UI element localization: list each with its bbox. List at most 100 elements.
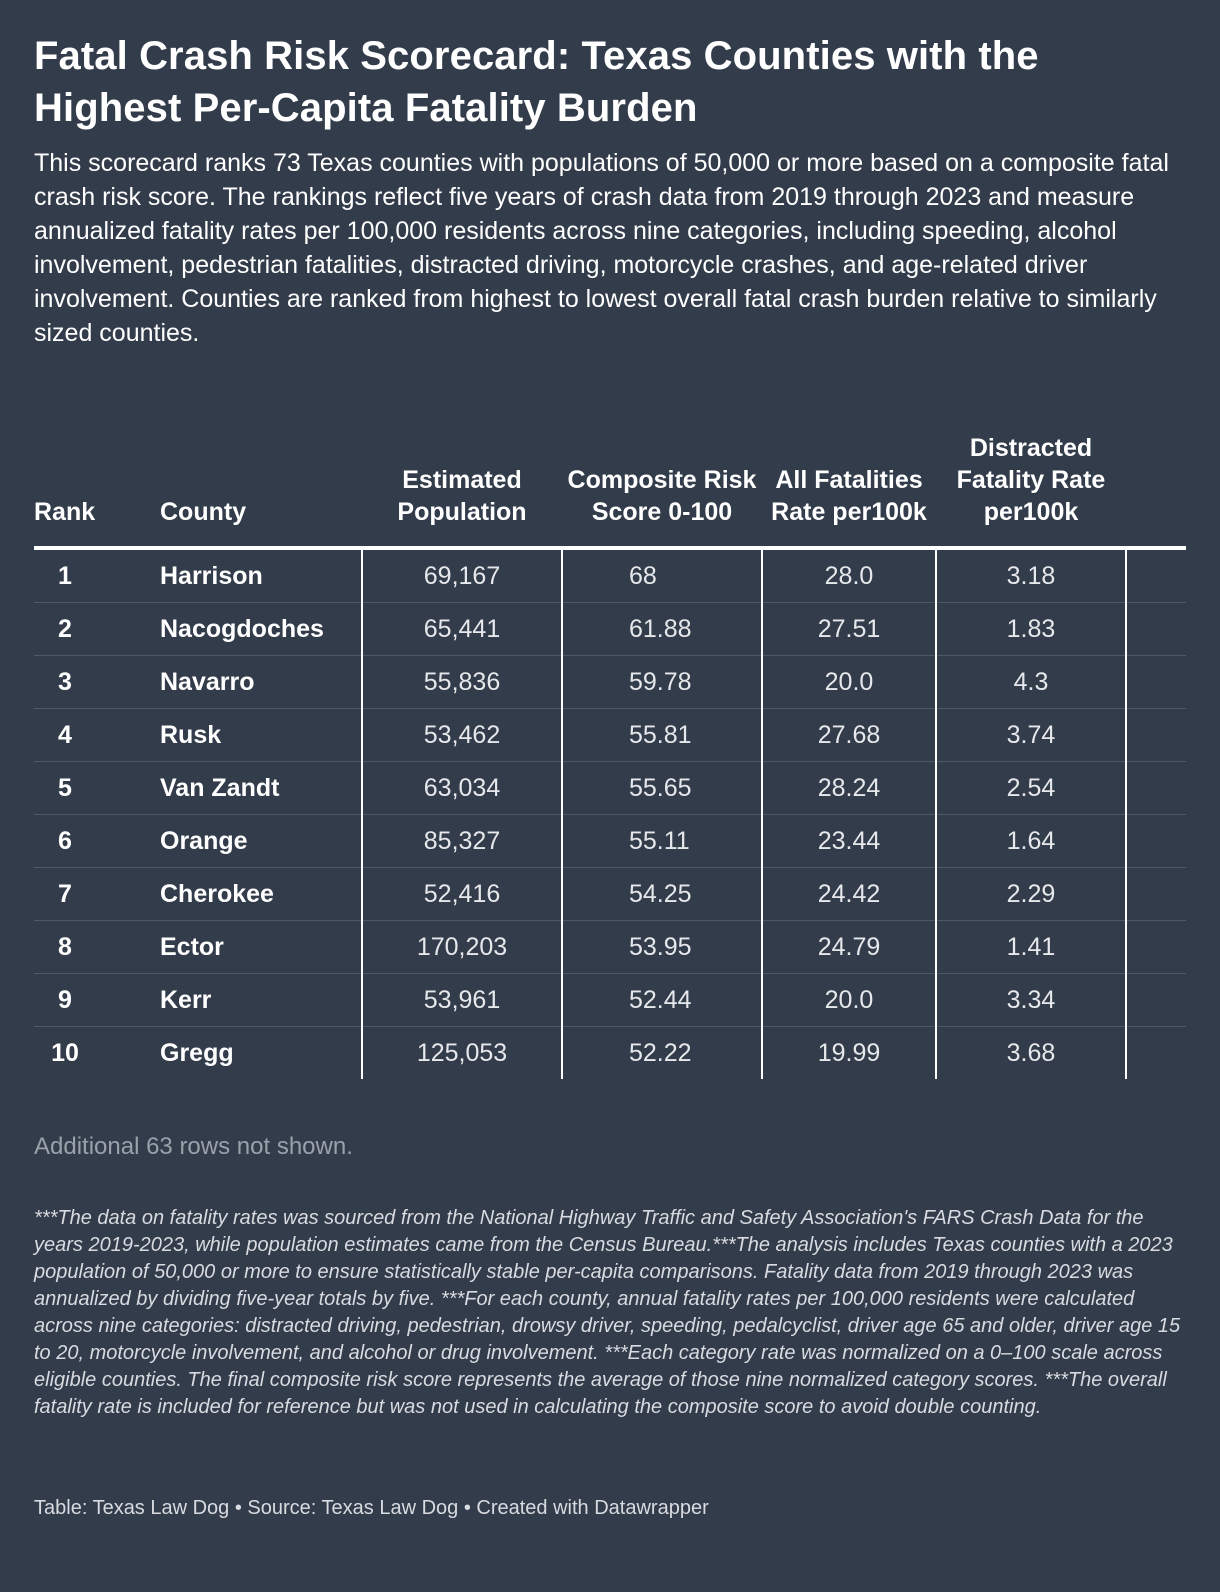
cell-rank: 9 — [34, 973, 160, 1027]
cell-next-partial — [1125, 708, 1186, 762]
cell-rank: 3 — [34, 655, 160, 709]
cell-population: 69,167 — [361, 548, 562, 603]
cell-county: Nacogdoches — [160, 602, 362, 656]
table-row: 2 Nacogdoches 65,441 61.88 27.51 1.83 — [34, 602, 1186, 656]
cell-all-rate: 27.51 — [761, 602, 936, 656]
rank-number: 6 — [58, 826, 72, 855]
cell-county: Ector — [160, 920, 362, 974]
cell-distracted-rate: 3.68 — [935, 1026, 1126, 1079]
cell-rank: 6 — [34, 814, 160, 868]
cell-all-rate: 24.79 — [761, 920, 936, 974]
table-row: 3 Navarro 55,836 59.78 20.0 4.3 — [34, 655, 1186, 709]
cell-population: 53,961 — [361, 973, 562, 1027]
header-county[interactable]: County — [160, 432, 362, 550]
cell-distracted-rate: 1.41 — [935, 920, 1126, 974]
cell-score: 52.22 — [561, 1026, 762, 1079]
cell-population: 125,053 — [361, 1026, 562, 1079]
cell-county: Kerr — [160, 973, 362, 1027]
header-population[interactable]: Estimated Population — [362, 432, 562, 550]
cell-rank: 5 — [34, 761, 160, 815]
cell-next-partial — [1125, 1026, 1186, 1079]
header-next-column-partial[interactable]: P — [1126, 432, 1186, 550]
cell-next-partial — [1125, 814, 1186, 868]
cell-score: 68 — [561, 548, 762, 603]
cell-distracted-rate: 1.64 — [935, 814, 1126, 868]
cell-all-rate: 20.0 — [761, 655, 936, 709]
cell-all-rate: 24.42 — [761, 867, 936, 921]
table-row: 1 Harrison 69,167 68 28.0 3.18 — [34, 548, 1186, 603]
cell-all-rate: 19.99 — [761, 1026, 936, 1079]
cell-next-partial — [1125, 548, 1186, 603]
table-row: 10 Gregg 125,053 52.22 19.99 3.68 — [34, 1026, 1186, 1080]
cell-score: 55.81 — [561, 708, 762, 762]
cell-score: 55.11 — [561, 814, 762, 868]
scorecard-table: Rank County Estimated Population Composi… — [34, 432, 1186, 1079]
rank-number: 4 — [58, 720, 72, 749]
cell-county: Cherokee — [160, 867, 362, 921]
cell-all-rate: 20.0 — [761, 973, 936, 1027]
rank-number: 3 — [58, 667, 72, 696]
cell-next-partial — [1125, 867, 1186, 921]
cell-county: Rusk — [160, 708, 362, 762]
cell-rank: 10 — [34, 1027, 160, 1080]
cell-score: 61.88 — [561, 602, 762, 656]
cell-all-rate: 28.0 — [761, 548, 936, 603]
cell-next-partial — [1125, 761, 1186, 815]
table-row: 6 Orange 85,327 55.11 23.44 1.64 — [34, 814, 1186, 868]
header-rank[interactable]: Rank — [34, 432, 160, 550]
cell-all-rate: 27.68 — [761, 708, 936, 762]
cell-population: 55,836 — [361, 655, 562, 709]
cell-next-partial — [1125, 602, 1186, 656]
cell-next-partial — [1125, 655, 1186, 709]
cell-rank: 2 — [34, 602, 160, 656]
cell-county: Harrison — [160, 548, 362, 603]
cell-score: 59.78 — [561, 655, 762, 709]
cell-rank: 1 — [34, 548, 160, 603]
cell-population: 53,462 — [361, 708, 562, 762]
cell-all-rate: 23.44 — [761, 814, 936, 868]
table-row: 7 Cherokee 52,416 54.25 24.42 2.29 — [34, 867, 1186, 921]
table-row: 4 Rusk 53,462 55.81 27.68 3.74 — [34, 708, 1186, 762]
cell-rank: 7 — [34, 867, 160, 921]
rank-number: 10 — [51, 1038, 79, 1067]
header-score[interactable]: Composite Risk Score 0-100 — [562, 432, 762, 550]
cell-next-partial — [1125, 973, 1186, 1027]
cell-population: 85,327 — [361, 814, 562, 868]
cell-population: 65,441 — [361, 602, 562, 656]
cell-distracted-rate: 4.3 — [935, 655, 1126, 709]
cell-population: 63,034 — [361, 761, 562, 815]
cell-rank: 8 — [34, 920, 160, 974]
cell-distracted-rate: 1.83 — [935, 602, 1126, 656]
cell-distracted-rate: 3.34 — [935, 973, 1126, 1027]
cell-county: Gregg — [160, 1038, 234, 1067]
cell-population: 170,203 — [361, 920, 562, 974]
cell-all-rate: 28.24 — [761, 761, 936, 815]
cell-distracted-rate: 3.18 — [935, 548, 1126, 603]
cell-population: 52,416 — [361, 867, 562, 921]
rows-not-shown-note: Additional 63 rows not shown. — [34, 1133, 353, 1160]
table-row: 9 Kerr 53,961 52.44 20.0 3.34 — [34, 973, 1186, 1027]
cell-county: Navarro — [160, 655, 362, 709]
table-row: 8 Ector 170,203 53.95 24.79 1.41 — [34, 920, 1186, 974]
header-all-rate[interactable]: All Fatalities Rate per100k — [762, 432, 936, 550]
table-row: 5 Van Zandt 63,034 55.65 28.24 2.54 — [34, 761, 1186, 815]
rank-number: 1 — [58, 561, 72, 590]
cell-score: 52.44 — [561, 973, 762, 1027]
header-distracted-rate[interactable]: Distracted Fatality Rate per100k — [936, 432, 1126, 550]
scorecard-table-container[interactable]: Rank County Estimated Population Composi… — [34, 432, 1186, 1079]
rank-number: 2 — [58, 614, 72, 643]
header-row: Rank County Estimated Population Composi… — [34, 432, 1186, 550]
chart-description: This scorecard ranks 73 Texas counties w… — [34, 149, 1169, 347]
rank-number: 7 — [58, 879, 72, 908]
cell-score: 54.25 — [561, 867, 762, 921]
source-footer: Table: Texas Law Dog • Source: Texas Law… — [34, 1497, 709, 1519]
rank-number: 9 — [58, 985, 72, 1014]
cell-score: 53.95 — [561, 920, 762, 974]
cell-county: Orange — [160, 814, 362, 868]
cell-county: Van Zandt — [160, 761, 362, 815]
cell-next-partial — [1125, 920, 1186, 974]
cell-rank: 4 — [34, 708, 160, 762]
cell-distracted-rate: 2.29 — [935, 867, 1126, 921]
chart-title: Fatal Crash Risk Scorecard: Texas Counti… — [34, 34, 1039, 130]
rank-number: 8 — [58, 932, 72, 961]
